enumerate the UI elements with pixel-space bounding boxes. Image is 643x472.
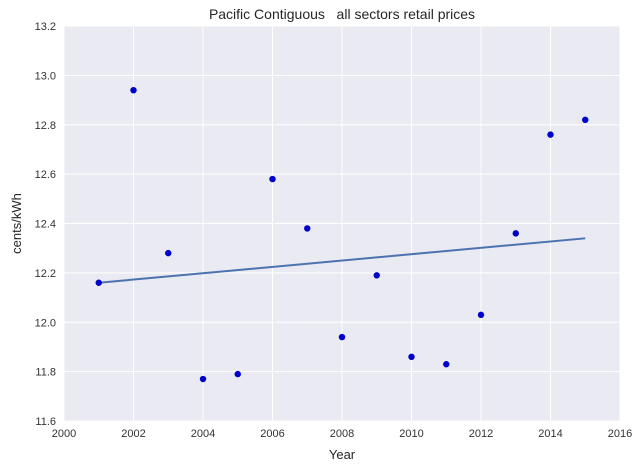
data-point (95, 279, 102, 286)
data-point (547, 131, 554, 138)
y-tick-label: 11.6 (35, 416, 56, 428)
data-point (408, 353, 415, 361)
y-tick-label: 13.2 (35, 21, 56, 33)
data-point (234, 370, 241, 378)
x-tick-label: 2016 (608, 428, 632, 440)
y-tick-label: 13.0 (35, 70, 56, 82)
data-point (338, 333, 346, 341)
y-tick-labels: 11.6 11.8 12.0 12.2 12.4 12.6 12.8 13.0 13.2 (35, 21, 56, 428)
y-axis-label: cents/kWh (9, 193, 24, 254)
data-point (512, 230, 519, 237)
x-tick-label: 2014 (538, 428, 562, 440)
data-point (582, 116, 589, 124)
data-point (477, 311, 485, 319)
x-tick-label: 2000 (52, 428, 76, 440)
data-point (130, 86, 137, 94)
data-point (165, 249, 172, 257)
grid (63, 25, 621, 422)
chart-title: Pacific Contiguous all sectors retail pr… (209, 6, 475, 22)
data-point (304, 225, 311, 232)
data-point (269, 175, 276, 183)
x-tick-label: 2004 (191, 428, 215, 440)
x-tick-label: 2010 (399, 428, 423, 440)
x-tick-label: 2006 (260, 428, 284, 440)
x-axis-label: Year (329, 447, 356, 462)
x-tick-label: 2008 (330, 428, 354, 440)
y-tick-label: 12.0 (35, 317, 56, 329)
data-point (199, 375, 207, 383)
trend-line (98, 237, 586, 284)
x-tick-labels: 2000 2002 2004 2006 2008 2010 2012 2014 2016 (52, 428, 632, 440)
scatter-points (95, 86, 589, 383)
y-tick-label: 12.6 (35, 169, 56, 181)
data-point (443, 361, 450, 368)
y-tick-label: 12.4 (35, 219, 56, 231)
y-tick-label: 12.8 (35, 120, 56, 132)
y-tick-label: 12.2 (35, 268, 56, 280)
data-point (373, 272, 380, 279)
y-tick-label: 11.8 (35, 367, 56, 379)
x-tick-label: 2012 (469, 428, 493, 440)
x-tick-label: 2002 (121, 428, 145, 440)
